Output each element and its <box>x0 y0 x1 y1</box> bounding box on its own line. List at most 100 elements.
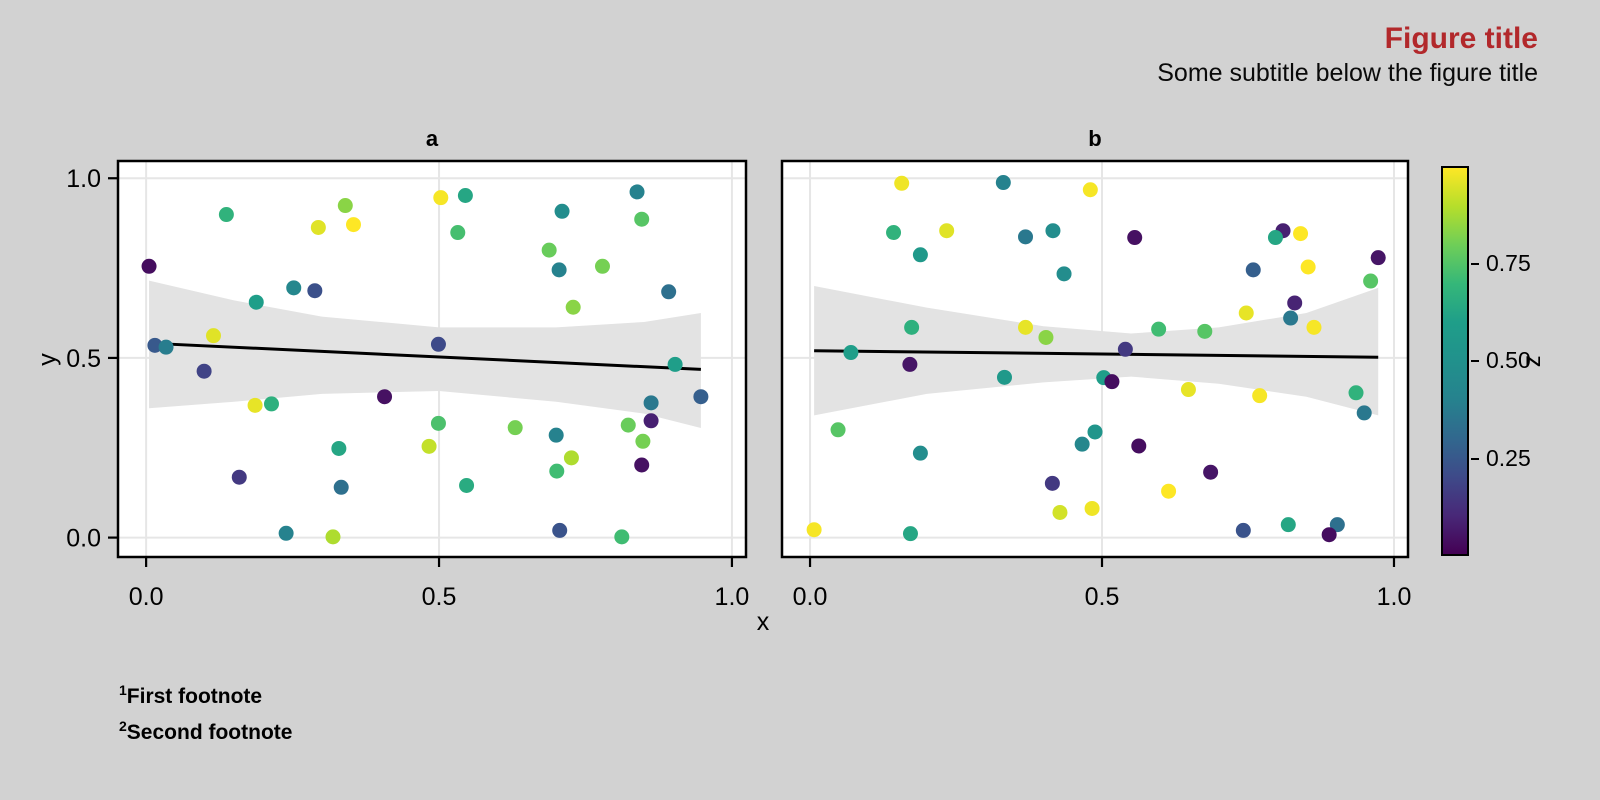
footnote-text: First footnote <box>126 685 263 708</box>
colorbar-tick <box>1471 262 1479 265</box>
data-point <box>1363 273 1379 289</box>
colorbar <box>1441 166 1469 556</box>
data-point <box>247 397 263 413</box>
colorbar-tick <box>1471 457 1479 460</box>
footnote-text: Second footnote <box>126 720 293 744</box>
data-point <box>307 283 323 299</box>
colorbar-tick <box>1471 360 1479 362</box>
data-point <box>551 262 567 278</box>
data-point <box>1321 527 1337 543</box>
data-point <box>286 280 302 296</box>
panel-border <box>116 159 748 559</box>
data-point <box>939 223 955 239</box>
data-point <box>843 345 859 361</box>
data-point <box>1300 259 1316 275</box>
figure-subtitle: Some subtitle below the figure title <box>1157 59 1538 87</box>
y-tick-label: 1.0 <box>66 165 101 193</box>
data-point <box>1018 229 1034 245</box>
x-tick-label: 1.0 <box>715 583 750 611</box>
data-point <box>377 389 393 405</box>
data-point <box>1235 522 1251 538</box>
confidence-band <box>814 286 1379 416</box>
data-point <box>507 420 523 436</box>
panel-title-b: b <box>1088 126 1102 151</box>
data-point <box>1151 321 1167 337</box>
footnote: 2Second footnote <box>119 715 292 751</box>
data-point <box>830 422 846 438</box>
data-point <box>1045 223 1061 239</box>
data-point <box>1267 230 1283 246</box>
data-point <box>912 445 928 461</box>
data-point <box>1180 382 1196 398</box>
data-point <box>1293 226 1309 242</box>
x-tick-label: 0.5 <box>1085 583 1120 611</box>
data-point <box>554 203 570 219</box>
x-tick-label: 1.0 <box>1377 583 1412 611</box>
data-point <box>643 413 659 429</box>
colorbar-tick-label: 0.25 <box>1486 444 1531 471</box>
panel-border <box>780 159 1410 559</box>
data-point <box>278 525 294 541</box>
data-point <box>1348 385 1364 401</box>
data-point <box>1280 517 1296 533</box>
data-point <box>549 463 565 479</box>
data-point <box>450 225 466 241</box>
data-point <box>1052 504 1068 520</box>
data-point <box>563 450 579 466</box>
data-point <box>635 433 651 449</box>
x-axis-title: x <box>756 608 770 636</box>
data-point <box>333 479 349 495</box>
data-point <box>310 219 326 235</box>
data-point <box>1329 517 1345 533</box>
data-point <box>337 198 353 214</box>
data-point <box>996 369 1012 385</box>
data-point <box>141 258 157 274</box>
trend-line <box>148 341 701 371</box>
panel-title-a: a <box>425 126 439 151</box>
data-point <box>904 319 920 335</box>
data-point <box>995 175 1011 191</box>
footnote-marker: 1 <box>119 682 127 698</box>
data-point <box>594 258 610 274</box>
data-point <box>147 337 163 353</box>
data-point <box>541 242 557 258</box>
data-point <box>1082 182 1098 198</box>
data-point <box>1056 266 1072 282</box>
data-point <box>430 336 446 352</box>
data-point <box>565 299 581 315</box>
data-point <box>1018 319 1034 335</box>
footnote: 1First footnote <box>119 679 292 715</box>
data-point <box>1117 341 1133 357</box>
data-point <box>263 396 279 412</box>
data-point <box>1356 405 1372 421</box>
data-point <box>1087 424 1103 440</box>
confidence-band <box>149 280 701 428</box>
data-point <box>693 389 709 405</box>
data-point <box>1084 500 1100 516</box>
data-point <box>1038 329 1054 345</box>
data-point <box>231 469 247 485</box>
data-point <box>1283 310 1299 326</box>
data-point <box>667 356 683 372</box>
footnotes: 1First footnote 2Second footnote <box>119 679 292 750</box>
data-point <box>1245 262 1261 278</box>
data-point <box>1203 464 1219 480</box>
colorbar-tick-label: 0.50 <box>1486 346 1531 373</box>
data-point <box>1104 374 1120 390</box>
data-point <box>1197 323 1213 339</box>
data-point <box>1161 483 1177 499</box>
data-point <box>614 529 630 545</box>
data-point <box>552 522 568 538</box>
data-point <box>912 247 928 263</box>
data-point <box>158 339 174 355</box>
data-point <box>1252 388 1268 404</box>
data-point <box>433 190 449 206</box>
x-tick-label: 0.5 <box>422 583 457 611</box>
footnote-marker: 2 <box>119 717 127 734</box>
data-point <box>806 522 822 538</box>
data-point <box>1074 436 1090 452</box>
data-point <box>634 457 650 473</box>
colorbar-tick-label: 0.75 <box>1486 249 1531 276</box>
data-point <box>634 211 650 227</box>
data-point <box>643 395 659 411</box>
